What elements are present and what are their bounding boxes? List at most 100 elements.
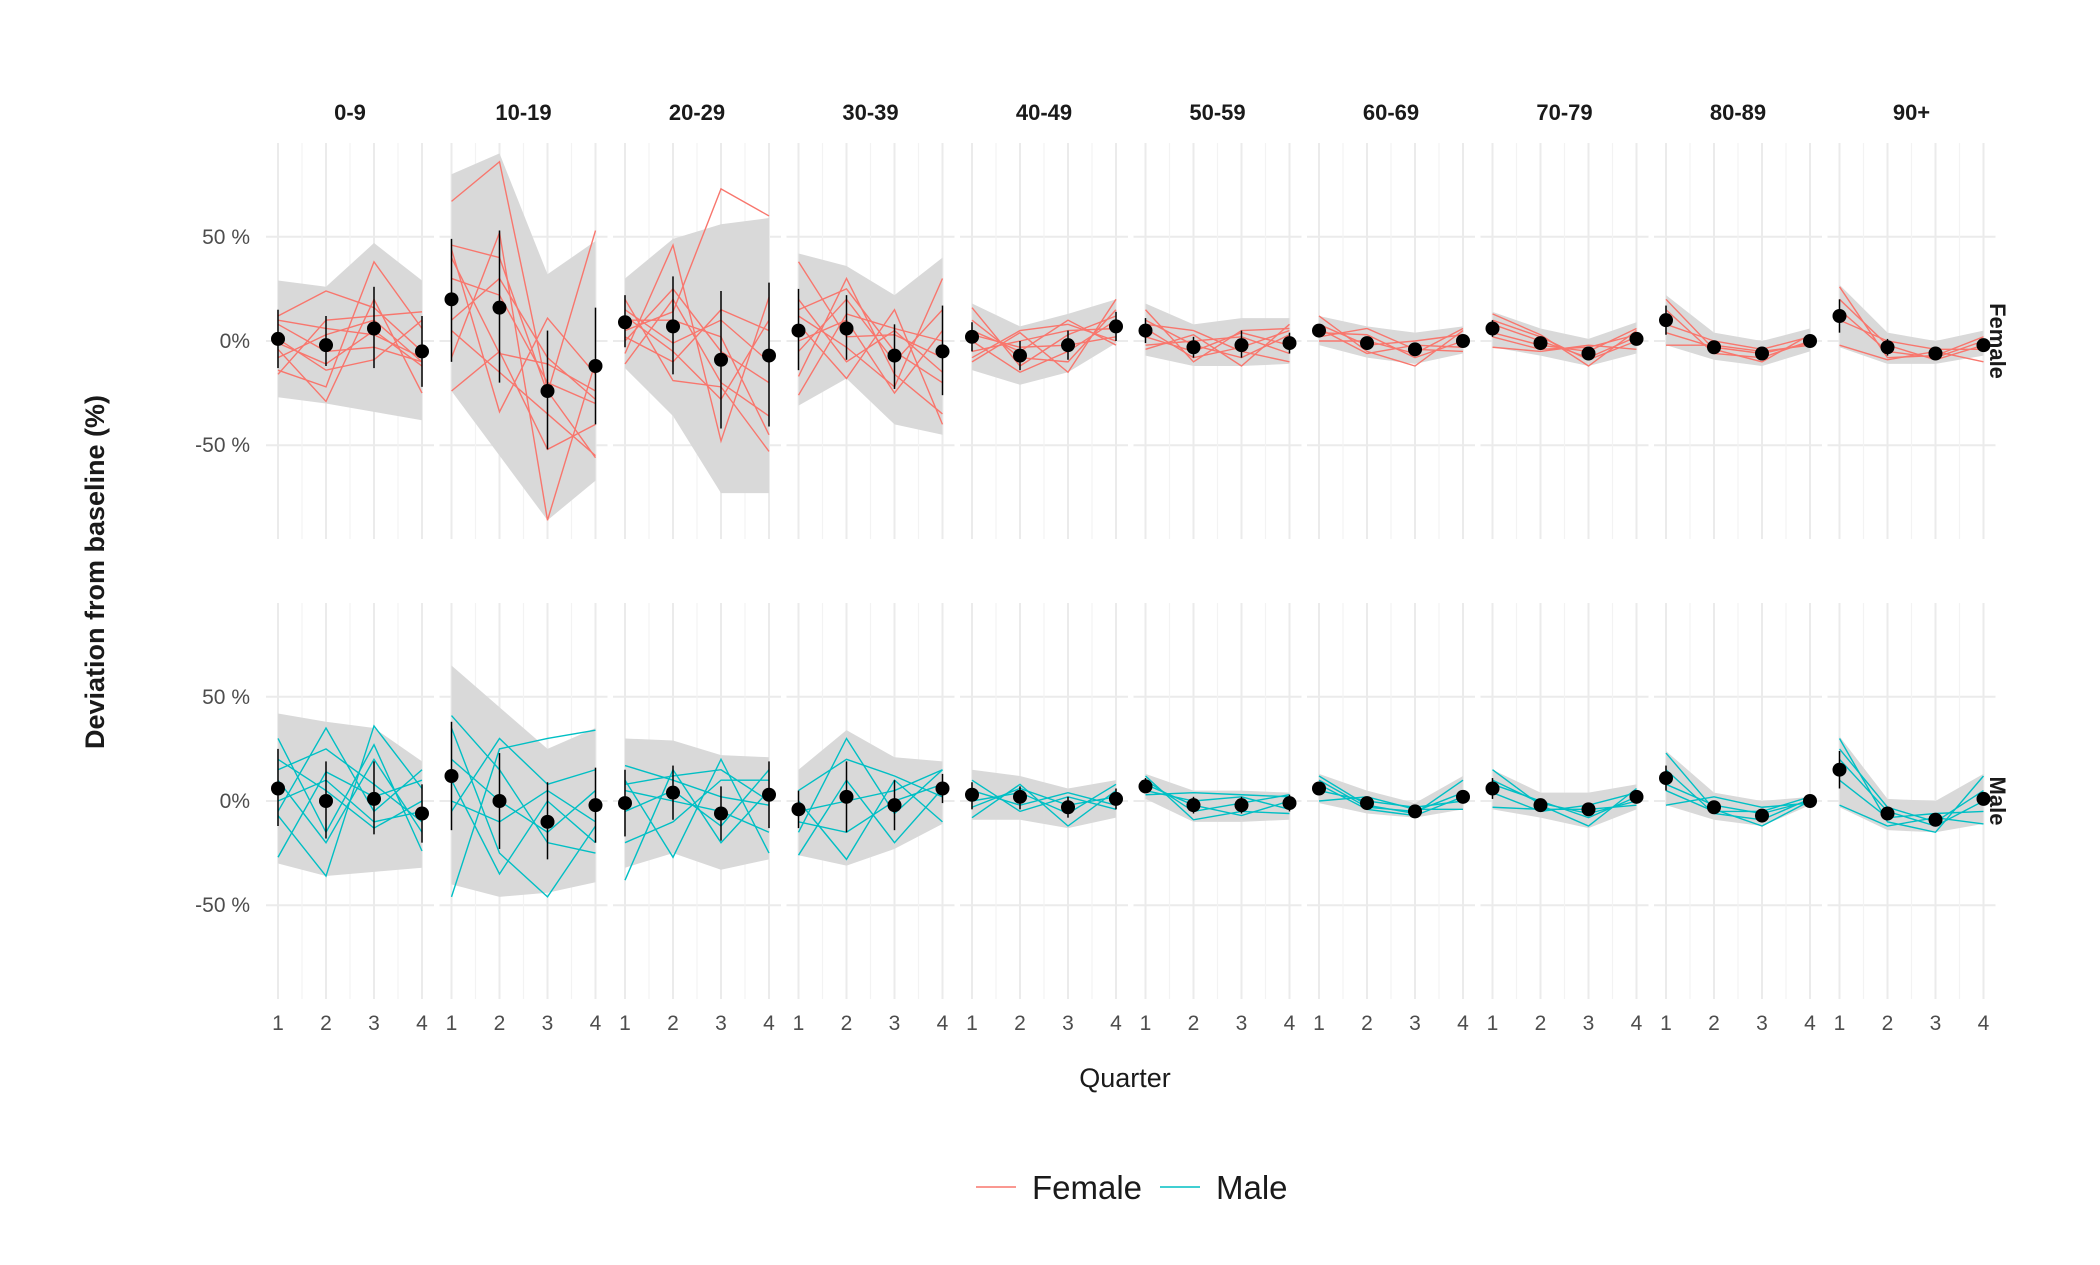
series-line-male: [277, 779, 423, 823]
series-line-female: [1318, 331, 1464, 359]
mean-point: [1109, 791, 1123, 806]
series-line-male: [1145, 779, 1290, 813]
series-line-male: [451, 758, 596, 834]
series-line-female: [1492, 334, 1637, 351]
x-tick-label: 4: [590, 1012, 602, 1035]
facet-label-column: 50-59: [1189, 100, 1245, 125]
series-line-male: [798, 758, 943, 798]
confidence-band: [1839, 284, 1984, 364]
series-line-female: [797, 298, 944, 363]
mean-point: [367, 321, 381, 336]
series-line-female: [450, 229, 597, 521]
x-tick-label: 2: [494, 1012, 506, 1035]
mean-point: [367, 791, 381, 806]
mean-point-layer: [271, 292, 1991, 829]
series-line-female: [1492, 323, 1637, 359]
series-line-female: [1318, 323, 1464, 346]
x-tick-label: 1: [1660, 1012, 1672, 1035]
mean-point: [1880, 806, 1895, 821]
mean-point: [839, 321, 854, 336]
facet-label-column: 10-19: [495, 100, 551, 125]
y-tick-label: 50 %: [202, 226, 250, 249]
mean-point: [1659, 771, 1673, 786]
mean-point: [1013, 789, 1027, 804]
x-tick-label: 4: [1457, 1012, 1469, 1035]
series-line-female: [451, 230, 597, 396]
confidence-band: [625, 738, 769, 870]
mean-point: [1234, 338, 1249, 353]
mean-point: [887, 798, 902, 813]
mean-point: [1928, 812, 1943, 827]
confidence-band: [451, 665, 596, 897]
series-line-female: [1665, 323, 1811, 351]
x-tick-label: 1: [1834, 1012, 1846, 1035]
series-line-male: [1839, 779, 1984, 819]
series-line-female: [1145, 327, 1290, 359]
x-tick-label: 3: [1756, 1012, 1768, 1035]
mean-point: [588, 359, 603, 374]
mean-point: [762, 348, 776, 363]
confidence-band: [1492, 769, 1637, 829]
mean-point: [271, 781, 285, 796]
mean-point: [1803, 334, 1817, 348]
series-line-female: [277, 311, 423, 375]
series-line-male: [971, 787, 1117, 808]
mean-point: [935, 344, 950, 359]
mean-point: [415, 806, 429, 821]
x-tick-label: 2: [1361, 1012, 1373, 1035]
x-tick-label: 4: [937, 1012, 949, 1035]
mean-point: [935, 781, 950, 796]
mean-point: [1832, 308, 1847, 323]
series-line-female: [450, 249, 597, 414]
mean-point: [791, 323, 806, 338]
mean-point: [1976, 338, 1991, 353]
series-line-male: [1665, 789, 1811, 813]
series-line-female: [277, 297, 423, 403]
series-line-female: [971, 307, 1117, 367]
series-line-female: [971, 309, 1117, 363]
mean-point: [1976, 791, 1991, 806]
x-tick-label: 3: [1930, 1012, 1942, 1035]
mean-point: [791, 802, 806, 817]
series-line-female: [798, 319, 944, 395]
series-line-male: [277, 770, 423, 858]
series-line-female: [971, 323, 1117, 359]
series-line-female: [451, 277, 596, 400]
x-tick-label: 4: [416, 1012, 428, 1035]
x-tick-label: 3: [1583, 1012, 1595, 1035]
mean-point: [1581, 802, 1596, 817]
x-tick-label: 1: [1313, 1012, 1325, 1035]
series-line-male: [277, 726, 423, 813]
series-line-female: [1145, 319, 1290, 359]
confidence-band: [625, 218, 769, 494]
mean-point: [1061, 338, 1075, 353]
series-line-male: [798, 769, 943, 813]
x-tick-label: 3: [1409, 1012, 1421, 1035]
mean-point: [1109, 319, 1123, 334]
legend-label-female: Female: [1032, 1169, 1142, 1206]
x-tick-label: 1: [272, 1012, 284, 1035]
confidence-band: [1666, 295, 1810, 367]
x-tick-label: 3: [542, 1012, 554, 1035]
x-tick-label: 3: [889, 1012, 901, 1035]
mean-point: [1408, 804, 1422, 819]
x-tick-label: 2: [841, 1012, 853, 1035]
mean-point: [1629, 789, 1644, 804]
series-line-female: [277, 290, 423, 352]
series-line-female: [624, 298, 770, 452]
series-line-female: [277, 319, 423, 371]
series-line-female: [1839, 344, 1984, 363]
series-line-male: [1318, 783, 1464, 817]
mean-point: [1061, 800, 1075, 815]
series-line-female: [624, 308, 770, 363]
x-tick-label: 1: [1140, 1012, 1152, 1035]
series-line-female: [971, 327, 1117, 353]
x-tick-label: 1: [793, 1012, 805, 1035]
x-tick-label: 2: [1535, 1012, 1547, 1035]
confidence-band: [1145, 773, 1290, 822]
series-line-female: [625, 319, 770, 436]
series-line-male: [451, 789, 596, 823]
mean-point: [714, 352, 728, 367]
confidence-band: [451, 153, 596, 521]
mean-point: [1707, 340, 1721, 355]
